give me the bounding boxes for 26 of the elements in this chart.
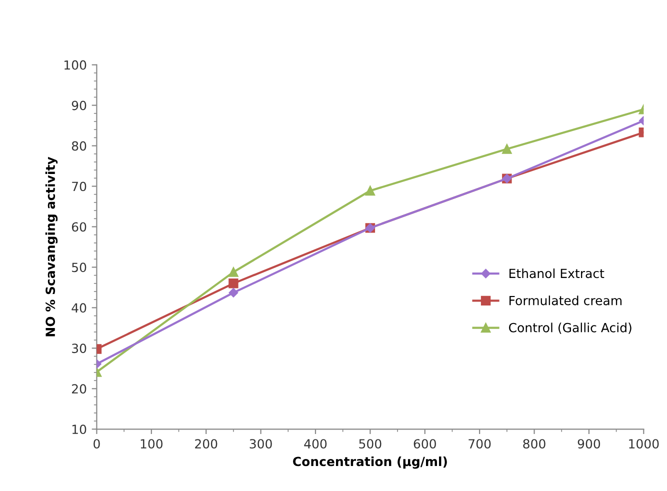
x-tick-label: 600 <box>414 439 436 449</box>
y-tick-label: 30 <box>72 344 86 354</box>
y-tick-label: 70 <box>72 182 86 192</box>
x-tick-label: 200 <box>195 439 218 449</box>
x-tick-label: 1000 <box>629 439 659 449</box>
x-tick-label: 900 <box>578 439 600 449</box>
legend-label: Ethanol Extract <box>510 268 604 278</box>
legend-label: Control (Gallic Acid) <box>508 322 632 334</box>
y-tick-label: 100 <box>64 60 86 70</box>
x-axis-title: Concentration (µg/ml) <box>293 456 447 469</box>
y-tick-label: 50 <box>72 262 86 272</box>
y-tick-label: 40 <box>72 303 86 313</box>
x-tick-label: 800 <box>523 439 546 449</box>
x-tick-label: 0 <box>94 439 100 449</box>
x-tick-label: 400 <box>304 439 327 449</box>
y-tick-label: 80 <box>72 141 86 151</box>
x-tick-label: 700 <box>468 439 491 449</box>
x-tick-label: 100 <box>140 439 163 449</box>
x-tick-label: 500 <box>359 439 382 449</box>
y-tick-label: 60 <box>72 222 86 232</box>
y-tick-label: 10 <box>72 424 86 434</box>
x-tick-label: 300 <box>250 439 272 449</box>
y-axis-title: NO % Scavanging activity <box>45 156 58 336</box>
legend-label: Formulated cream <box>510 296 622 306</box>
y-tick-label: 20 <box>72 384 86 394</box>
y-tick-label: 90 <box>72 100 86 110</box>
